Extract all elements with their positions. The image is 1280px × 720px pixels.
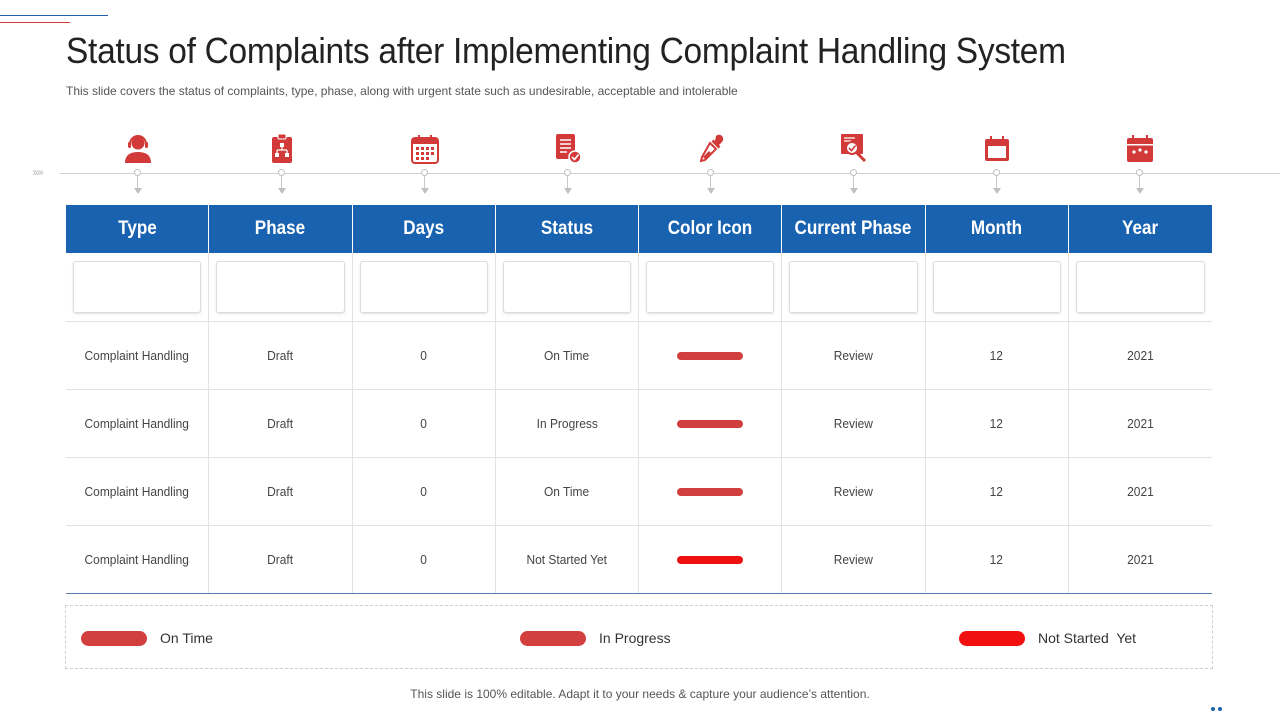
header-phase: Phase — [209, 205, 353, 253]
corner-accent-red — [0, 22, 70, 23]
cell-status: In Progress — [496, 390, 639, 457]
table-row: Complaint Handling Draft 0 In Progress R… — [66, 390, 1212, 458]
cell-current-phase: Review — [782, 390, 926, 457]
placeholder-box[interactable] — [73, 261, 202, 313]
placeholder-box-row — [66, 253, 1212, 322]
table-row: Complaint Handling Draft 0 On Time Revie… — [66, 322, 1212, 390]
legend-pill — [959, 630, 1025, 646]
cell-color-icon — [639, 390, 783, 457]
placeholder-box[interactable] — [502, 261, 631, 313]
placeholder-box[interactable] — [932, 261, 1061, 313]
table-row: Complaint Handling Draft 0 Not Started Y… — [66, 526, 1212, 594]
cell-status: On Time — [496, 322, 639, 389]
status-table: Type Phase Days Status Color Icon Curren… — [66, 205, 1212, 594]
icon-column-color-icon — [681, 133, 741, 199]
legend-item-on-time: On Time — [81, 630, 213, 646]
slide-title: Status of Complaints after Implementing … — [66, 30, 1066, 71]
document-check-icon — [556, 134, 582, 164]
icon-column-type — [108, 133, 168, 199]
cell-phase: Draft — [209, 390, 353, 457]
cell-days: 0 — [353, 458, 496, 525]
icon-column-month — [967, 133, 1027, 199]
legend-item-in-progress: In Progress — [520, 630, 671, 646]
legend-label: In Progress — [599, 630, 671, 646]
header-month: Month — [926, 205, 1069, 253]
slide-subtitle: This slide covers the status of complain… — [66, 84, 738, 98]
placeholder-box[interactable] — [216, 261, 345, 313]
placeholder-box[interactable] — [1075, 261, 1205, 313]
table-row: Complaint Handling Draft 0 On Time Revie… — [66, 458, 1212, 526]
slide-dots-icon — [1211, 707, 1222, 711]
calendar-icon — [985, 136, 1009, 161]
status-color-pill — [677, 555, 744, 564]
cell-year: 2021 — [1127, 348, 1154, 363]
cell-year: 2021 — [1127, 552, 1154, 567]
legend-pill — [81, 630, 147, 646]
cell-color-icon — [639, 322, 783, 389]
cell-status: Not Started Yet — [496, 526, 639, 593]
timeline-line — [60, 173, 1280, 174]
placeholder-box[interactable] — [646, 261, 775, 313]
header-type: Type — [66, 205, 210, 253]
magnifier-report-icon — [841, 134, 867, 163]
cell-type: Complaint Handling — [66, 458, 210, 525]
cell-type: Complaint Handling — [66, 526, 210, 593]
header-current-phase: Current Phase — [782, 205, 926, 253]
placeholder-box[interactable] — [359, 261, 488, 313]
table-header: Type Phase Days Status Color Icon Curren… — [66, 205, 1212, 253]
cell-year: 2021 — [1127, 484, 1154, 499]
cell-month: 12 — [926, 458, 1069, 525]
placeholder-box[interactable] — [789, 261, 918, 313]
cell-current-phase: Review — [782, 526, 926, 593]
cell-year: 2021 — [1127, 416, 1154, 431]
eyedropper-icon — [699, 134, 724, 163]
icon-column-status — [538, 133, 598, 199]
header-days: Days — [353, 205, 496, 253]
cell-days: 0 — [353, 390, 496, 457]
cell-type: Complaint Handling — [66, 390, 210, 457]
corner-accent-blue — [0, 15, 108, 16]
cell-status: On Time — [496, 458, 639, 525]
legend-pill — [520, 630, 586, 646]
header-color-icon: Color Icon — [639, 205, 783, 253]
cell-type: Complaint Handling — [66, 322, 210, 389]
cell-color-icon — [639, 458, 783, 525]
cell-phase: Draft — [209, 526, 353, 593]
status-color-pill — [677, 419, 744, 428]
cell-days: 0 — [353, 526, 496, 593]
legend-item-not-started: Not Started Yet — [959, 630, 1136, 646]
calendar-grid-icon — [411, 135, 439, 164]
header-year: Year — [1122, 218, 1159, 239]
headset-agent-icon — [125, 135, 151, 163]
status-legend: On Time In Progress Not Started Yet — [65, 605, 1213, 669]
slide-footer: This slide is 100% editable. Adapt it to… — [410, 687, 870, 701]
cell-phase: Draft — [209, 322, 353, 389]
legend-label: On Time — [160, 630, 213, 646]
header-status: Status — [496, 205, 639, 253]
calendar-stars-icon — [1127, 135, 1153, 162]
cell-phase: Draft — [209, 458, 353, 525]
icon-column-days — [395, 133, 455, 199]
cell-month: 12 — [926, 390, 1069, 457]
cell-current-phase: Review — [782, 458, 926, 525]
legend-label: Not Started Yet — [1038, 630, 1137, 646]
cell-days: 0 — [353, 322, 496, 389]
org-chart-clipboard-icon — [272, 133, 292, 163]
chevrons-icon: ››››› — [32, 165, 44, 179]
cell-current-phase: Review — [782, 322, 926, 389]
icon-column-current-phase — [824, 133, 884, 199]
status-color-pill — [677, 351, 744, 360]
icon-column-phase — [252, 133, 312, 199]
cell-color-icon — [639, 526, 783, 593]
cell-month: 12 — [926, 322, 1069, 389]
cell-month: 12 — [926, 526, 1069, 593]
icon-column-year — [1110, 133, 1170, 199]
status-color-pill — [677, 487, 744, 496]
